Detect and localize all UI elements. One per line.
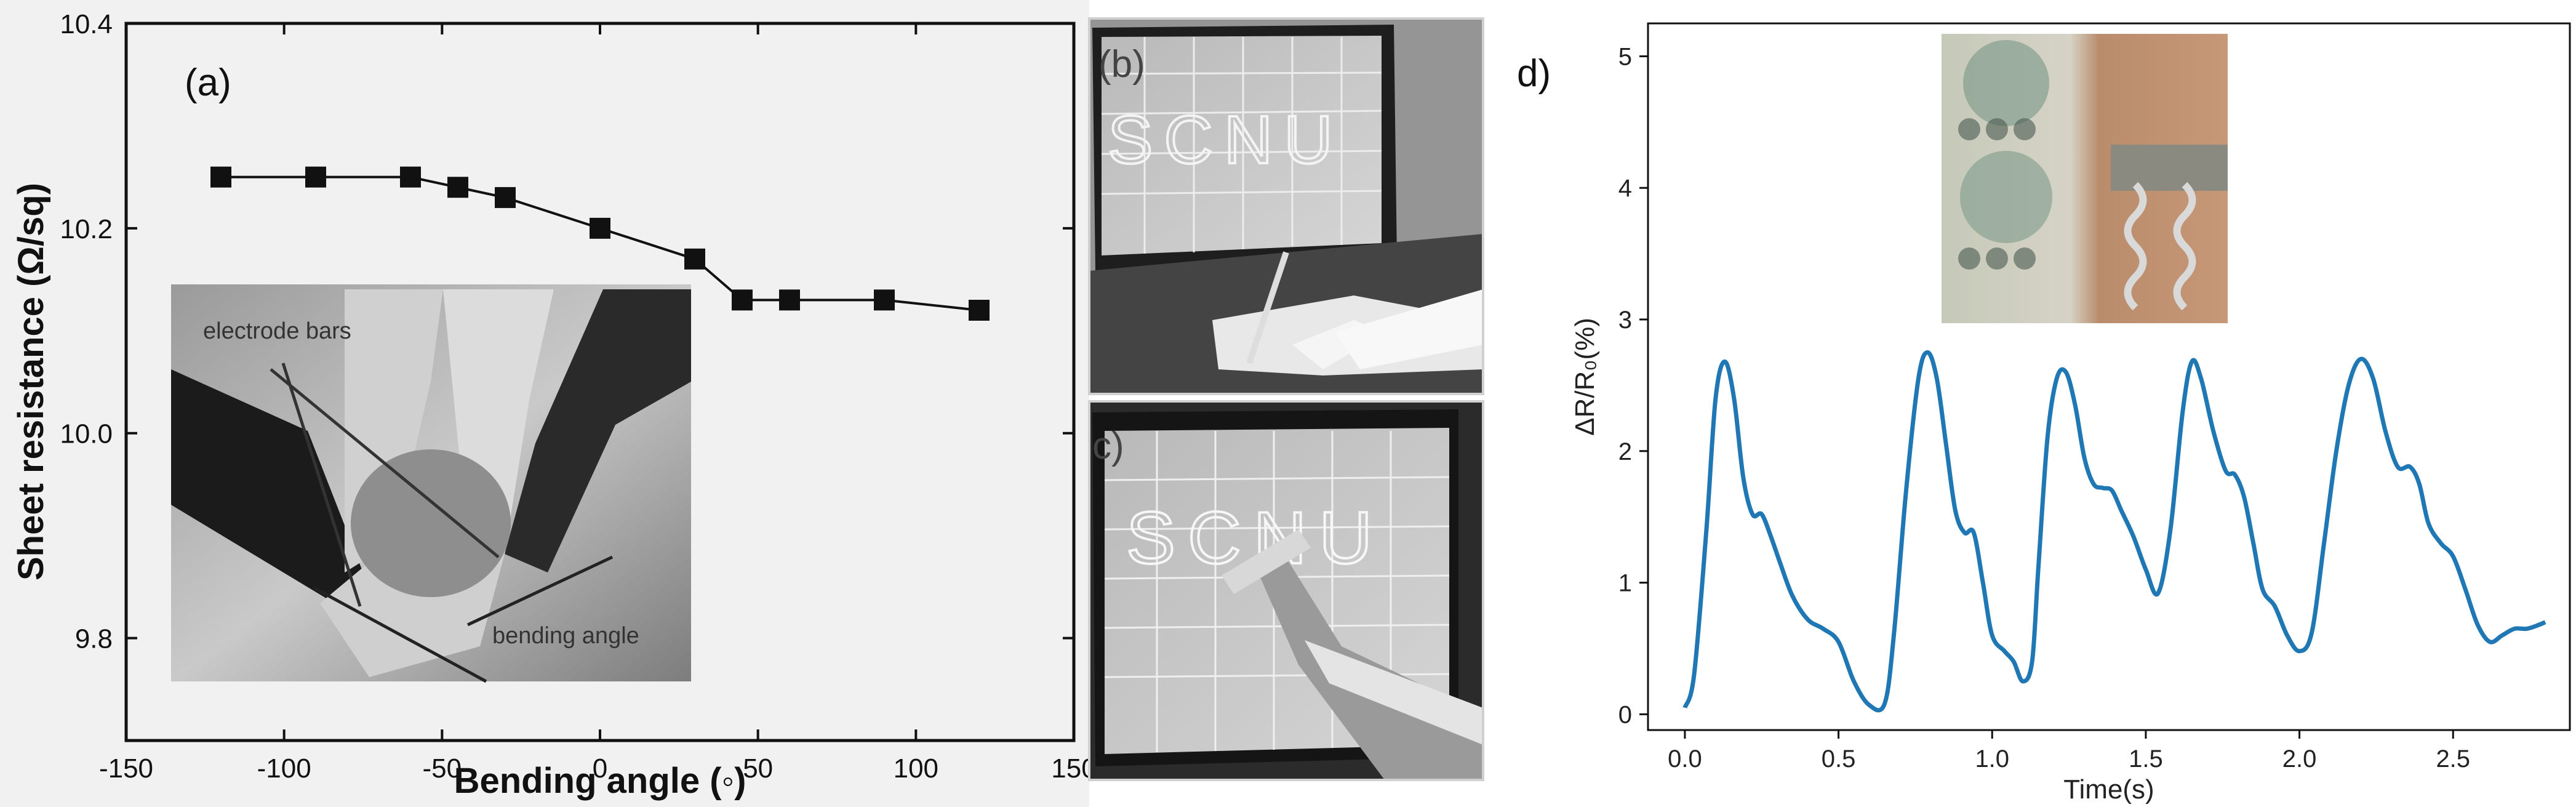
- x-tick-label-a: -150: [99, 753, 153, 784]
- y-tick-label-a: 10.4: [60, 9, 113, 39]
- x-tick-label-a: 100: [894, 753, 938, 784]
- y-tick-label-d: 4: [1618, 175, 1632, 202]
- x-tick-label-d: 2.0: [2282, 745, 2317, 773]
- data-point-a: [590, 217, 610, 239]
- angle-line-2: [466, 555, 614, 627]
- panel-b-photo: SCNU (b): [1088, 17, 1484, 395]
- data-point-a: [400, 166, 421, 188]
- data-point-a: [732, 289, 753, 311]
- panel-a-label: (a): [185, 62, 231, 104]
- x-axis-ticks-a: -150 -100 -50 0 50 100 150: [99, 23, 1097, 784]
- y-tick-label-d: 3: [1618, 307, 1632, 334]
- x-axis-label-d: Time(s): [2063, 774, 2154, 805]
- series-line-d: [1682, 350, 2546, 713]
- screen-grid-b: [1101, 37, 1382, 254]
- x-tick-label-a: -100: [257, 753, 311, 784]
- series-sheet-resistance: [210, 166, 990, 321]
- data-point-a: [874, 289, 895, 311]
- y-tick-label-a: 10.2: [60, 214, 113, 244]
- angle-line-1: [313, 586, 487, 683]
- inset-photo-wrist: [1942, 34, 2228, 323]
- x-tick-label-d: 1.0: [1975, 745, 2009, 773]
- panel-d: d) 0.0 0.5 1.0 1.5 2.0 2.5 0 1 2 3 4 5 Time(s) ΔR/…: [1517, 22, 2571, 805]
- bending-angle-label: bending angle: [492, 623, 639, 649]
- data-point-a: [495, 187, 516, 208]
- y-tick-label-a: 9.8: [75, 624, 113, 654]
- y-tick-label-a: 10.0: [60, 419, 113, 449]
- y-axis-ticks-d: 0 1 2 3 4 5: [1618, 43, 1648, 728]
- panel-c-label: c): [1092, 425, 1124, 467]
- data-point-a: [684, 248, 705, 270]
- y-tick-label-d: 1: [1618, 570, 1632, 597]
- panel-d-label: d): [1517, 52, 1551, 95]
- panel-a: electrode bars bending angle (a) -150 -10…: [0, 0, 1097, 807]
- x-tick-label-a: -50: [423, 753, 462, 784]
- x-axis-ticks-d: 0.0 0.5 1.0 1.5 2.0 2.5: [1668, 730, 2470, 773]
- x-tick-label-d: 2.5: [2436, 745, 2470, 773]
- data-point-a: [779, 289, 800, 311]
- data-point-a: [305, 166, 326, 188]
- panel-c-photo: SCNU c): [1088, 400, 1484, 781]
- x-tick-label-d: 1.5: [2129, 745, 2163, 773]
- electrode-bars-label: electrode bars: [203, 318, 351, 344]
- arrow-line-2: [270, 368, 500, 558]
- x-axis-label-a: Bending angle (◦): [454, 761, 746, 801]
- x-tick-label-d: 0.5: [1822, 745, 1856, 773]
- arrow-line-1: [281, 363, 362, 607]
- data-point-a: [969, 300, 990, 321]
- x-tick-label-a: 50: [743, 753, 773, 784]
- x-tick-label-d: 0.0: [1668, 745, 1702, 773]
- y-tick-label-d: 5: [1618, 43, 1632, 70]
- handwriting-b: SCNU: [1108, 102, 1344, 178]
- data-point-a: [210, 166, 231, 188]
- data-point-a: [447, 177, 468, 198]
- inset-photo-electrode: electrode bars bending angle: [171, 284, 691, 683]
- series-delta-r: [1682, 350, 2546, 713]
- y-axis-label-a: Sheet resistance (Ω/sq): [11, 183, 51, 580]
- y-tick-label-d: 0: [1618, 701, 1632, 728]
- panel-b-label: (b): [1098, 43, 1145, 86]
- y-tick-label-d: 2: [1618, 438, 1632, 465]
- x-tick-label-a: 0: [593, 753, 607, 784]
- y-axis-ticks-a: 9.8 10.0 10.2 10.4: [60, 9, 1074, 654]
- y-axis-label-d: ΔR/R₀(%): [1570, 318, 1600, 436]
